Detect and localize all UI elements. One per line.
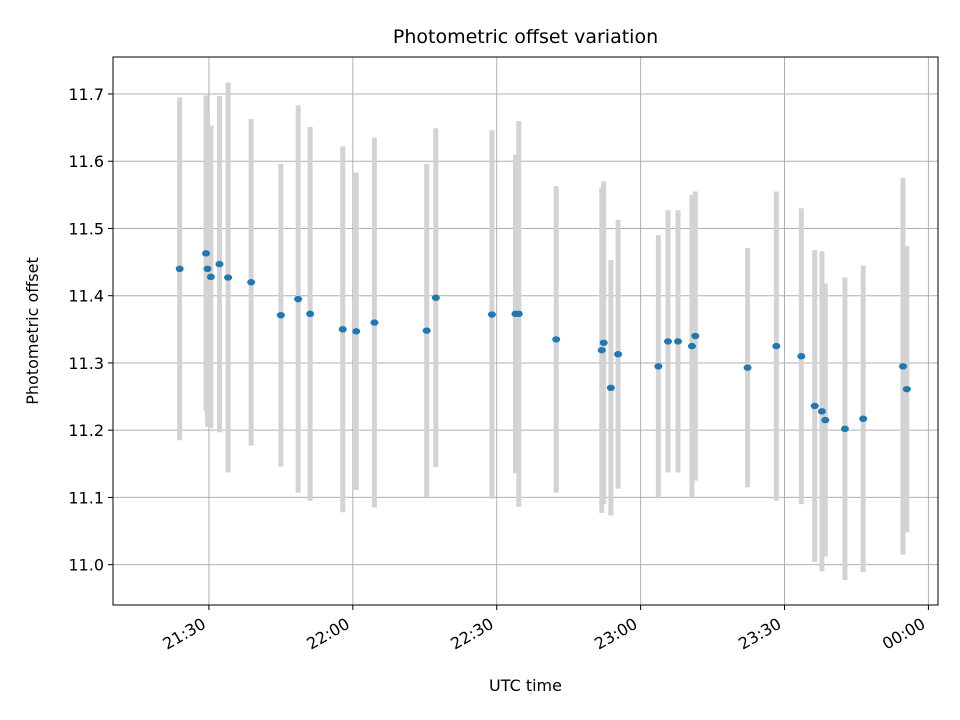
data-point — [422, 327, 431, 334]
data-point — [817, 408, 826, 415]
data-point — [810, 402, 819, 410]
data-point — [898, 363, 907, 370]
data-point — [306, 310, 315, 318]
chart-title: Photometric offset variation — [393, 26, 658, 48]
data-point — [599, 339, 608, 346]
data-point — [674, 338, 683, 345]
x-axis-label: UTC time — [489, 676, 562, 695]
data-point — [487, 311, 496, 318]
data-point — [663, 338, 672, 345]
data-point — [224, 274, 233, 281]
data-point — [202, 250, 211, 257]
data-point — [276, 311, 285, 319]
y-tick-label: 11.1 — [68, 488, 104, 507]
data-point — [606, 384, 615, 392]
data-point — [370, 319, 379, 326]
data-point — [902, 385, 911, 393]
y-tick-label: 11.7 — [68, 85, 104, 104]
data-point — [352, 328, 361, 335]
data-point — [247, 279, 256, 286]
y-tick-label: 11.4 — [68, 287, 104, 306]
data-point — [840, 425, 849, 433]
data-point — [431, 294, 440, 301]
data-point — [743, 364, 752, 371]
y-tick-label: 11.5 — [68, 219, 104, 238]
y-tick-label: 11.2 — [68, 421, 104, 440]
y-axis-label: Photometric offset — [23, 257, 42, 405]
data-point — [597, 346, 606, 354]
data-points — [175, 250, 911, 433]
y-axis: 11.0 11.1 11.2 11.3 11.4 11.5 11.6 11.7 — [68, 85, 113, 575]
data-point — [203, 265, 212, 273]
data-point — [215, 260, 224, 268]
data-point — [206, 273, 215, 281]
data-point — [859, 415, 868, 422]
data-point — [514, 310, 523, 318]
plot-frame — [112, 56, 939, 606]
y-tick-label: 11.0 — [68, 556, 104, 575]
data-point — [552, 336, 561, 343]
data-point — [338, 326, 347, 333]
data-point — [821, 416, 830, 424]
data-point — [772, 342, 781, 350]
data-point — [175, 265, 184, 273]
data-point — [654, 363, 663, 370]
data-point — [797, 353, 806, 360]
data-point — [687, 342, 696, 350]
data-point — [614, 350, 623, 358]
data-point — [294, 295, 303, 303]
y-tick-label: 11.6 — [68, 152, 104, 171]
data-point — [691, 332, 700, 340]
y-tick-label: 11.3 — [68, 354, 104, 373]
